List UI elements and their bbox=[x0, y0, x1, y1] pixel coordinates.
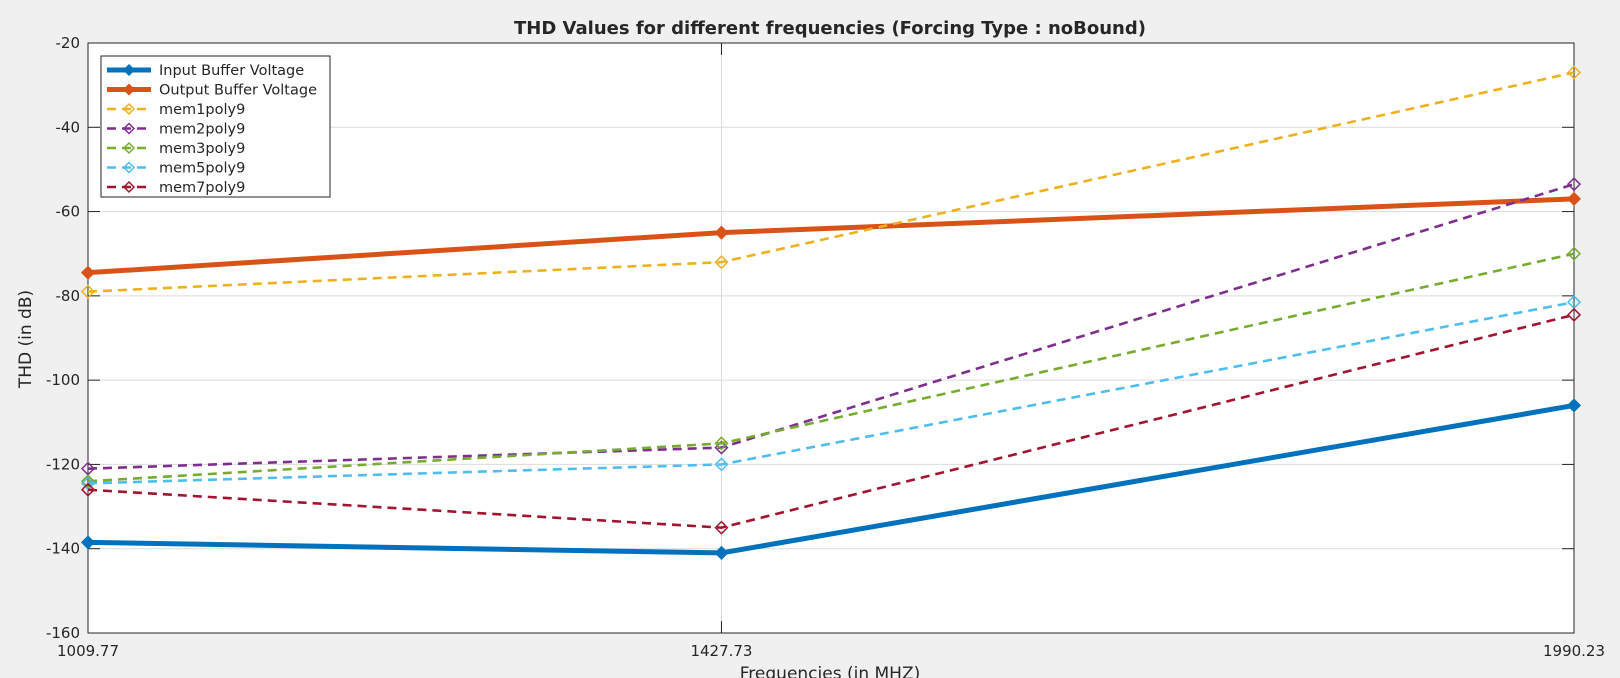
legend-label: mem1poly9 bbox=[159, 102, 245, 118]
legend-label: mem2poly9 bbox=[159, 122, 245, 138]
x-tick-label: 1427.73 bbox=[690, 642, 752, 660]
data-point bbox=[80, 284, 96, 299]
chart-title: THD Values for different frequencies (Fo… bbox=[514, 18, 1146, 39]
data-point bbox=[80, 265, 96, 280]
legend-label: mem3poly9 bbox=[159, 141, 245, 157]
data-point bbox=[714, 225, 729, 240]
data-point bbox=[714, 436, 729, 451]
y-tick-label: -40 bbox=[56, 118, 81, 136]
y-tick-label: -100 bbox=[46, 371, 80, 389]
series-mem1poly9 bbox=[80, 65, 1582, 299]
data-point bbox=[80, 535, 96, 550]
legend-entry: Output Buffer Voltage bbox=[107, 83, 317, 99]
series-line bbox=[87, 252, 1575, 483]
data-point bbox=[1566, 246, 1582, 261]
legend-swatch-marker bbox=[122, 180, 136, 194]
legend-swatch-marker bbox=[122, 122, 136, 135]
legend: Input Buffer Voltage Output Buffer Voltag… bbox=[100, 55, 331, 198]
series-line bbox=[87, 182, 1575, 470]
legend-label: Input Buffer Voltage bbox=[159, 63, 304, 79]
x-axis-title: Frequencies (in MHZ) bbox=[740, 664, 920, 678]
series-input-buffer-voltage bbox=[80, 398, 1582, 560]
data-point bbox=[80, 482, 96, 497]
y-tick-label: -20 bbox=[56, 34, 81, 52]
y-tick-label: -160 bbox=[46, 624, 80, 642]
data-point bbox=[1566, 398, 1582, 413]
plot-frame bbox=[87, 42, 1575, 634]
legend-swatch-marker bbox=[122, 63, 136, 77]
legend-label: mem7poly9 bbox=[159, 180, 245, 196]
y-tick-label: -120 bbox=[46, 455, 80, 473]
data-point bbox=[1566, 65, 1582, 80]
data-point bbox=[714, 255, 729, 270]
legend-label: mem5poly9 bbox=[159, 161, 245, 177]
series-line bbox=[87, 300, 1575, 485]
data-point bbox=[714, 545, 729, 560]
x-tick-label: 1009.77 bbox=[57, 642, 119, 660]
legend-entry: Input Buffer Voltage bbox=[107, 63, 304, 79]
y-tick-label: -60 bbox=[56, 203, 81, 221]
series-mem7poly9 bbox=[80, 307, 1582, 535]
legend-entry: mem2poly9 bbox=[107, 122, 245, 138]
y-tick-label: -80 bbox=[56, 287, 81, 305]
legend-swatch-marker bbox=[122, 141, 136, 155]
x-tick-label: 1990.23 bbox=[1543, 642, 1605, 660]
data-point bbox=[1566, 177, 1582, 192]
legend-entry: mem1poly9 bbox=[107, 102, 245, 118]
legend-swatch-marker bbox=[122, 161, 136, 174]
legend-label: Output Buffer Voltage bbox=[159, 83, 317, 99]
legend-entry: mem3poly9 bbox=[107, 141, 245, 157]
y-axis-title: THD (in dB) bbox=[16, 290, 36, 389]
data-point bbox=[80, 474, 96, 489]
legend-entry: mem7poly9 bbox=[107, 180, 245, 196]
legend-swatch-marker bbox=[122, 102, 136, 116]
data-point bbox=[714, 457, 729, 472]
series-line bbox=[87, 313, 1575, 529]
legend-swatch-marker bbox=[122, 83, 136, 96]
series-mem5poly9 bbox=[80, 295, 1582, 491]
data-point bbox=[1566, 191, 1582, 206]
data-point bbox=[714, 520, 729, 535]
series-line bbox=[87, 71, 1575, 293]
data-point bbox=[80, 476, 96, 491]
legend-box bbox=[100, 55, 331, 198]
legend-entry: mem5poly9 bbox=[107, 161, 245, 177]
series-output-buffer-voltage bbox=[80, 191, 1582, 280]
data-point bbox=[1566, 307, 1582, 322]
series-mem3poly9 bbox=[80, 246, 1582, 489]
y-tick-label: -140 bbox=[46, 540, 80, 558]
